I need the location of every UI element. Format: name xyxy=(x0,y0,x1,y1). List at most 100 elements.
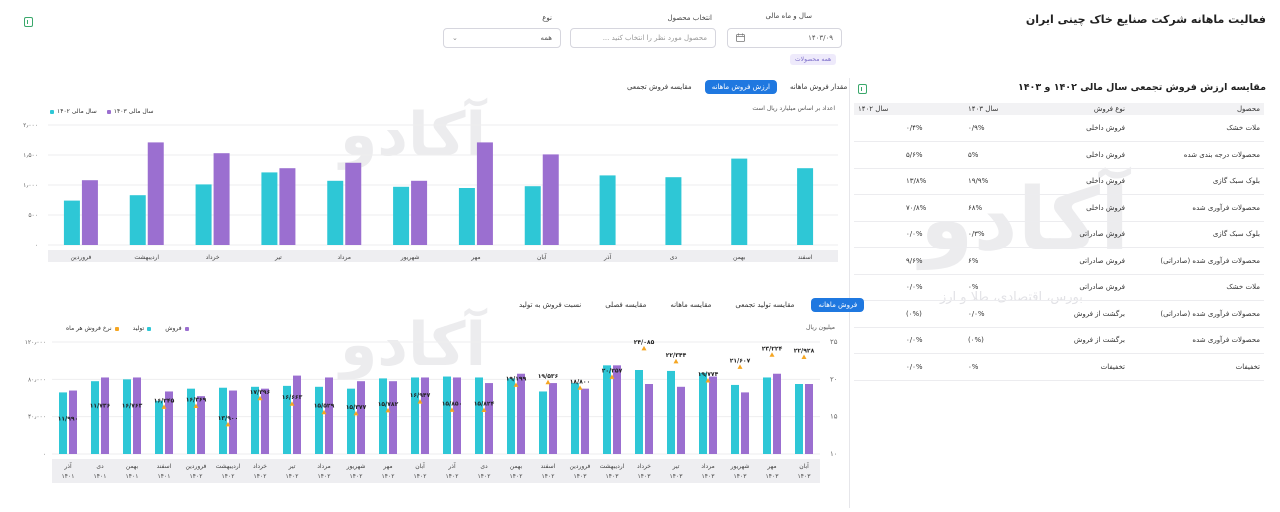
bar-1402[interactable] xyxy=(261,172,278,245)
rate-marker[interactable] xyxy=(193,403,199,408)
tab-monthly-value[interactable]: ارزش فروش ماهانه xyxy=(704,80,777,94)
bar-sales[interactable] xyxy=(763,377,771,454)
bar-sales[interactable] xyxy=(379,378,387,454)
bar-1403[interactable] xyxy=(411,180,428,245)
tab-sales-production-ratio[interactable]: نسبت فروش به تولید xyxy=(519,301,582,309)
bar-sales[interactable] xyxy=(123,379,131,454)
bar-1402[interactable] xyxy=(599,175,616,245)
product-select[interactable]: محصول مورد نظر را انتخاب کنید ... xyxy=(570,28,716,48)
rate-marker[interactable] xyxy=(609,374,615,379)
bar-sales[interactable] xyxy=(155,400,163,454)
bar-1402[interactable] xyxy=(524,186,541,245)
bar-sales[interactable] xyxy=(251,386,259,454)
bar-1402[interactable] xyxy=(129,195,146,245)
date-field[interactable]: ۱۴۰۳/۰۹ xyxy=(727,28,842,48)
bar-1403[interactable] xyxy=(213,153,230,245)
tab-monthly-sales[interactable]: فروش ماهانه xyxy=(811,298,865,312)
rate-marker[interactable] xyxy=(801,354,807,359)
bar-sales[interactable] xyxy=(667,370,675,454)
bar-production[interactable] xyxy=(709,376,717,454)
bar-production[interactable] xyxy=(773,373,781,454)
legend-item-1403[interactable]: سال مالی ۱۴۰۳ xyxy=(106,108,154,115)
rate-marker[interactable] xyxy=(257,395,263,401)
bar-production[interactable] xyxy=(325,377,333,454)
bar-sales[interactable] xyxy=(699,372,707,454)
bar-sales[interactable] xyxy=(635,370,643,454)
bar-production[interactable] xyxy=(453,377,461,454)
type-select[interactable]: همه ⌄ xyxy=(443,28,561,48)
bar-production[interactable] xyxy=(197,396,205,454)
bar-production[interactable] xyxy=(229,390,237,454)
tab-cumulative-production[interactable]: مقایسه تولید تجمعی xyxy=(735,301,795,309)
rate-marker[interactable] xyxy=(353,410,359,416)
bar-production[interactable] xyxy=(581,388,589,454)
bar-sales[interactable] xyxy=(571,383,579,454)
bar-sales[interactable] xyxy=(283,385,291,454)
bar-sales[interactable] xyxy=(603,365,611,454)
rate-marker[interactable] xyxy=(577,385,583,390)
rate-marker[interactable] xyxy=(641,345,647,351)
rate-marker[interactable] xyxy=(225,421,231,427)
tab-monthly-comparison[interactable]: مقایسه ماهانه xyxy=(670,301,712,309)
legend-item-production[interactable]: تولید xyxy=(133,325,152,332)
legend-item-sales[interactable]: فروش xyxy=(165,325,189,332)
table-collapse-icon[interactable] xyxy=(858,84,867,94)
rate-marker[interactable] xyxy=(417,399,423,404)
rate-marker[interactable] xyxy=(705,378,711,383)
rate-marker[interactable] xyxy=(513,382,519,387)
bar-production[interactable] xyxy=(485,383,493,454)
bar-1402[interactable] xyxy=(665,177,682,245)
bar-sales[interactable] xyxy=(507,378,515,454)
bar-sales[interactable] xyxy=(731,384,739,454)
bar-sales[interactable] xyxy=(219,387,227,454)
bar-production[interactable] xyxy=(517,373,525,454)
bar-sales[interactable] xyxy=(187,388,195,454)
tab-monthly-quantity[interactable]: مقدار فروش ماهانه xyxy=(789,83,848,91)
bar-sales[interactable] xyxy=(443,376,451,454)
bar-production[interactable] xyxy=(133,377,141,454)
rate-marker[interactable] xyxy=(769,352,775,357)
bar-1403[interactable] xyxy=(147,142,164,245)
tab-seasonal-comparison[interactable]: مقایسه فصلی xyxy=(605,301,647,309)
bar-sales[interactable] xyxy=(475,377,483,454)
legend-item-rate[interactable]: نرخ فروش هر ماه xyxy=(66,325,119,332)
bar-1402[interactable] xyxy=(195,184,212,245)
bar-production[interactable] xyxy=(69,390,77,454)
bar-production[interactable] xyxy=(261,388,269,454)
bar-1403[interactable] xyxy=(81,180,98,245)
bar-production[interactable] xyxy=(613,365,621,454)
bar-production[interactable] xyxy=(389,381,397,454)
rate-marker[interactable] xyxy=(321,409,327,415)
rate-marker[interactable] xyxy=(481,407,487,413)
bar-production[interactable] xyxy=(165,391,173,454)
bar-production[interactable] xyxy=(805,384,813,454)
bar-production[interactable] xyxy=(293,375,301,454)
bar-production[interactable] xyxy=(549,383,557,454)
bar-sales[interactable] xyxy=(347,388,355,454)
bar-sales[interactable] xyxy=(539,391,547,454)
bar-1402[interactable] xyxy=(458,188,475,245)
selected-products-chip[interactable]: همه محصولات xyxy=(790,54,837,65)
bar-production[interactable] xyxy=(677,386,685,454)
bar-sales[interactable] xyxy=(411,377,419,454)
rate-marker[interactable] xyxy=(449,407,455,412)
bar-1403[interactable] xyxy=(279,168,296,245)
bar-production[interactable] xyxy=(741,392,749,454)
bar-production[interactable] xyxy=(645,384,653,454)
bar-sales[interactable] xyxy=(59,392,67,454)
bar-production[interactable] xyxy=(357,381,365,454)
rate-marker[interactable] xyxy=(289,401,295,406)
bar-production[interactable] xyxy=(101,377,109,454)
bar-1402[interactable] xyxy=(731,158,748,245)
bar-1402[interactable] xyxy=(393,186,410,245)
tab-cumulative-comparison[interactable]: مقایسه فروش تجمعی xyxy=(627,83,692,91)
bar-sales[interactable] xyxy=(795,384,803,454)
bar-1403[interactable] xyxy=(345,162,362,245)
collapse-panel-icon[interactable] xyxy=(24,17,33,27)
rate-marker[interactable] xyxy=(161,404,167,409)
bar-1403[interactable] xyxy=(542,154,559,245)
bar-1402[interactable] xyxy=(63,200,80,245)
bar-1402[interactable] xyxy=(327,180,344,245)
bar-production[interactable] xyxy=(421,377,429,454)
rate-marker[interactable] xyxy=(673,358,679,364)
